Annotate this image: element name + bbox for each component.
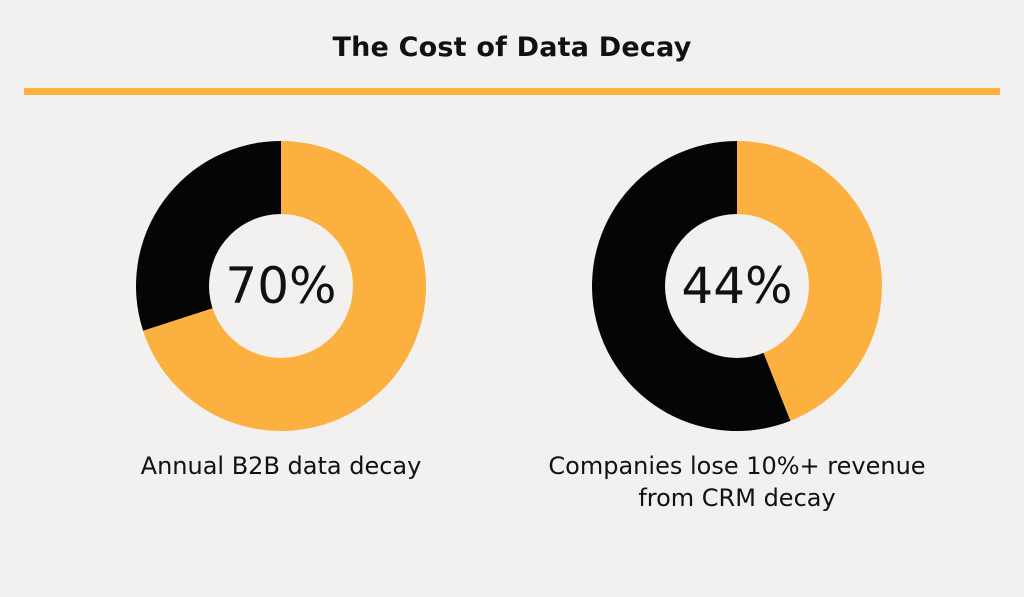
donut-chart-annual-decay: 70% [136,141,426,431]
slice-accent [737,141,882,421]
chart-caption: Companies lose 10%+ revenue from CRM dec… [548,452,926,512]
chart-caption: Annual B2B data decay [140,452,422,480]
donut-svg-annual-decay [136,141,426,431]
donut-chart-crm-decay: 44% [592,141,882,431]
donut-hole [209,214,353,358]
page-title: The Cost of Data Decay [332,32,692,63]
value-label: 44% [681,257,793,315]
title-divider [24,88,1000,95]
donut-hole [665,214,809,358]
value-label: 70% [225,257,337,315]
donut-svg-crm-decay [592,141,882,431]
